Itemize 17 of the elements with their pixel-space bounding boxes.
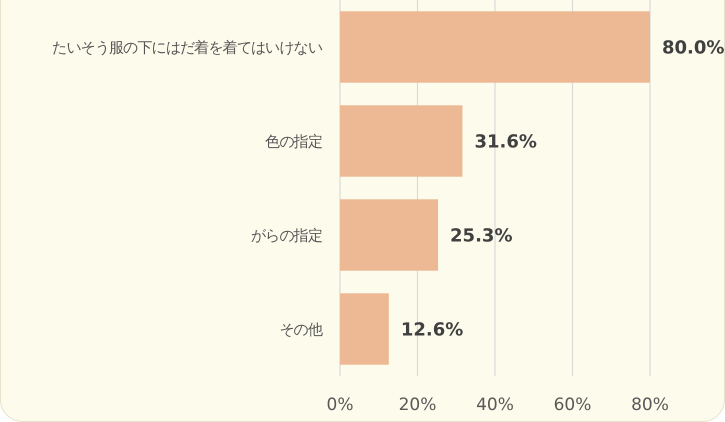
y-tick-label: 色の指定 bbox=[265, 132, 323, 150]
data-label: 31.6% bbox=[474, 131, 537, 152]
data-label: 12.6% bbox=[400, 319, 464, 340]
y-tick-label: たいそう服の下にはだ着を着てはいけない bbox=[52, 38, 323, 56]
x-tick-label: 20% bbox=[398, 395, 436, 415]
x-tick-label: 60% bbox=[554, 395, 592, 415]
x-tick-label: 80% bbox=[631, 395, 669, 415]
data-label: 25.3% bbox=[450, 225, 512, 246]
x-tick-label: 40% bbox=[476, 395, 514, 415]
x-tick-label: 0% bbox=[326, 395, 354, 415]
bar bbox=[340, 105, 462, 177]
bar bbox=[340, 11, 650, 83]
bar bbox=[340, 293, 389, 365]
y-tick-label: がらの指定 bbox=[250, 226, 323, 244]
bar bbox=[340, 199, 438, 271]
y-tick-label: その他 bbox=[279, 320, 323, 338]
data-label: 80.0% bbox=[662, 37, 724, 58]
